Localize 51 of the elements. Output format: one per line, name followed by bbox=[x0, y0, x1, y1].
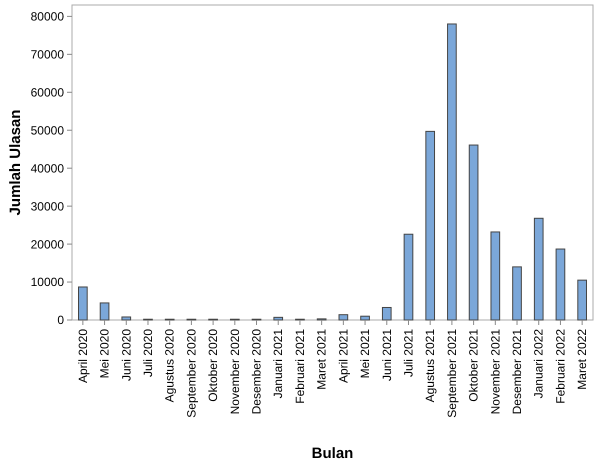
x-tick-label: Juni 2020 bbox=[119, 328, 134, 382]
x-tick-label: November 2020 bbox=[228, 328, 242, 414]
x-tick-label: Januari 2022 bbox=[532, 328, 546, 398]
y-tick-label: 40000 bbox=[30, 161, 64, 176]
bar bbox=[577, 280, 587, 320]
x-tick-label: Februari 2021 bbox=[292, 328, 307, 404]
x-tick-label: Juli 2020 bbox=[140, 328, 155, 378]
x-axis-title: Bulan bbox=[312, 445, 354, 462]
x-tick-label: Juli 2021 bbox=[401, 328, 416, 378]
bar bbox=[404, 234, 414, 320]
x-tick-label: April 2020 bbox=[76, 328, 90, 384]
y-tick-label: 70000 bbox=[30, 48, 64, 62]
x-tick-label: Agustus 2020 bbox=[162, 328, 177, 402]
x-tick-label: Oktober 2020 bbox=[206, 328, 220, 402]
x-tick-label: Mei 2021 bbox=[358, 328, 372, 378]
x-tick-label: Juni 2021 bbox=[380, 328, 394, 382]
bar bbox=[382, 306, 392, 320]
bar bbox=[512, 266, 522, 320]
x-tick-label: Mei 2020 bbox=[98, 328, 112, 378]
x-tick-label: April 2021 bbox=[336, 328, 350, 384]
y-tick-label: 0 bbox=[57, 313, 64, 328]
bar bbox=[100, 302, 110, 320]
x-tick-label: Agustus 2021 bbox=[423, 328, 438, 402]
x-tick-label: Oktober 2021 bbox=[466, 328, 481, 402]
y-axis-title: Jumlah Ulasan bbox=[7, 110, 24, 216]
x-tick-label: Maret 2022 bbox=[575, 328, 590, 390]
bar bbox=[468, 144, 478, 320]
x-tick-label: November 2021 bbox=[488, 328, 502, 414]
x-tick-label: September 2020 bbox=[184, 328, 198, 418]
x-tick-label: Maret 2021 bbox=[314, 328, 329, 390]
bar bbox=[447, 23, 457, 320]
x-tick-label: Desember 2020 bbox=[250, 328, 264, 414]
bar bbox=[425, 130, 436, 320]
bar bbox=[78, 286, 88, 320]
x-tick-label: Desember 2021 bbox=[510, 328, 524, 414]
bar bbox=[338, 314, 348, 320]
bar bbox=[121, 316, 132, 320]
y-tick-label: 10000 bbox=[30, 275, 64, 290]
bar bbox=[556, 248, 566, 320]
bar bbox=[273, 316, 284, 320]
y-tick-label: 60000 bbox=[30, 85, 64, 100]
bar bbox=[360, 316, 370, 320]
y-tick-label: 50000 bbox=[30, 123, 64, 138]
bar bbox=[490, 231, 500, 320]
x-tick-label: Januari 2021 bbox=[271, 328, 286, 398]
bar bbox=[534, 218, 544, 320]
y-tick-label: 20000 bbox=[30, 237, 64, 252]
x-tick-label: September 2021 bbox=[444, 328, 459, 418]
y-tick-label: 80000 bbox=[30, 10, 64, 24]
x-tick-label: Februari 2022 bbox=[553, 328, 568, 404]
y-tick-label: 30000 bbox=[30, 199, 64, 214]
